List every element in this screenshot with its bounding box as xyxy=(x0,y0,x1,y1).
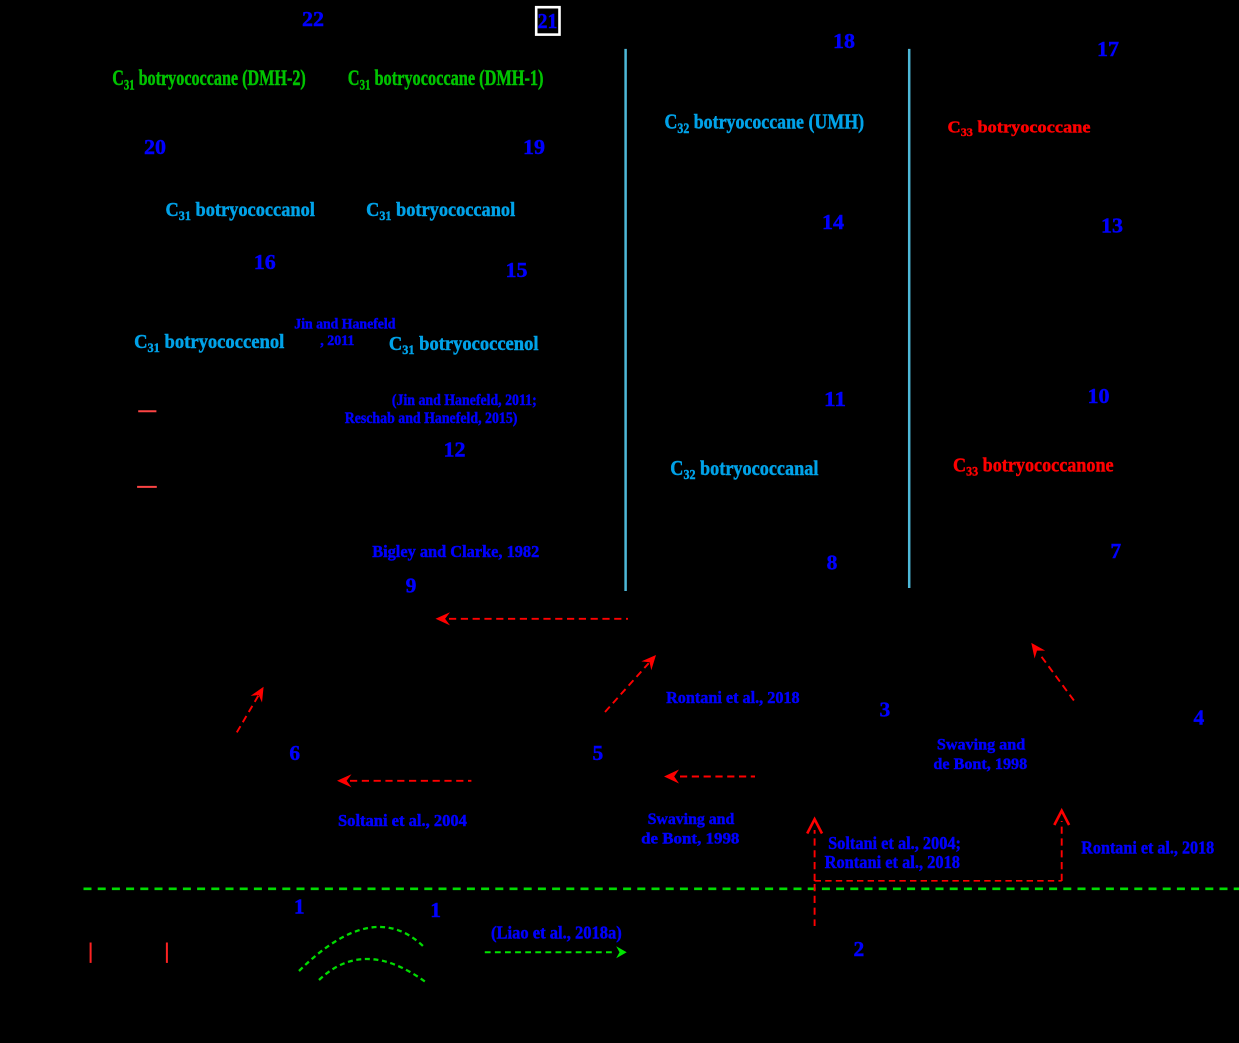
svg-text:Soltani et al., 2004: Soltani et al., 2004 xyxy=(338,811,467,830)
svg-text:Rontani et al., 2018: Rontani et al., 2018 xyxy=(825,852,961,872)
svg-text:Rontani et al., 2018: Rontani et al., 2018 xyxy=(666,688,800,707)
svg-text:C31 botryococcane (DMH-1): C31 botryococcane (DMH-1) xyxy=(348,65,544,93)
svg-text:Swaving and: Swaving and xyxy=(937,737,1025,754)
svg-text:de Bont, 1998: de Bont, 1998 xyxy=(933,756,1027,773)
svg-text:10: 10 xyxy=(1088,384,1110,408)
svg-text:Swaving and: Swaving and xyxy=(648,811,735,828)
svg-text:8: 8 xyxy=(827,551,838,575)
svg-text:C33 botryococcane: C33 botryococcane xyxy=(948,118,1091,139)
svg-text:20: 20 xyxy=(144,135,166,159)
svg-text:22: 22 xyxy=(302,7,324,31)
svg-text:14: 14 xyxy=(822,210,844,234)
svg-text:1: 1 xyxy=(430,898,441,922)
svg-text:C31 botryococcanol: C31 botryococcanol xyxy=(366,199,516,223)
svg-text:9: 9 xyxy=(406,574,417,598)
svg-text:Jin and Hanefeld: Jin and Hanefeld xyxy=(294,316,395,332)
svg-text:de Bont, 1998: de Bont, 1998 xyxy=(641,831,739,848)
svg-text:C32 botryococcane (UMH): C32 botryococcane (UMH) xyxy=(665,110,865,137)
svg-text:19: 19 xyxy=(523,135,545,159)
svg-text:11: 11 xyxy=(824,387,846,411)
svg-text:15: 15 xyxy=(506,258,528,282)
svg-text:16: 16 xyxy=(254,250,276,274)
svg-text:4: 4 xyxy=(1194,706,1205,730)
svg-text:17: 17 xyxy=(1097,37,1119,61)
svg-text:2: 2 xyxy=(854,937,865,961)
svg-text:, 2011: , 2011 xyxy=(320,333,354,349)
svg-text:Bigley and Clarke, 1982: Bigley and Clarke, 1982 xyxy=(372,542,539,561)
svg-text:C31 botryococcenol: C31 botryococcenol xyxy=(389,333,539,357)
svg-text:C31 botryococcenol: C31 botryococcenol xyxy=(134,331,285,355)
svg-text:Reschab and Hanefeld, 2015): Reschab and Hanefeld, 2015) xyxy=(345,410,518,427)
svg-text:18: 18 xyxy=(833,29,855,53)
svg-text:Soltani et al., 2004;: Soltani et al., 2004; xyxy=(828,833,961,853)
svg-text:13: 13 xyxy=(1101,214,1123,238)
svg-text:5: 5 xyxy=(593,741,604,765)
svg-text:(Liao et al., 2018a): (Liao et al., 2018a) xyxy=(491,922,622,942)
svg-text:(Jin and Hanefeld, 2011;: (Jin and Hanefeld, 2011; xyxy=(392,392,537,409)
svg-text:Rontani et al., 2018: Rontani et al., 2018 xyxy=(1081,838,1214,858)
svg-text:C32 botryococcanal: C32 botryococcanal xyxy=(670,458,818,482)
svg-text:6: 6 xyxy=(289,741,300,765)
svg-text:C31 botryococcane (DMH-2): C31 botryococcane (DMH-2) xyxy=(112,65,306,93)
svg-text:7: 7 xyxy=(1110,539,1121,563)
svg-text:C31 botryococcanol: C31 botryococcanol xyxy=(166,199,316,223)
svg-text:21: 21 xyxy=(538,9,558,33)
svg-text:1: 1 xyxy=(294,895,305,919)
svg-text:12: 12 xyxy=(444,438,466,462)
svg-text:C33 botryococcanone: C33 botryococcanone xyxy=(953,455,1114,479)
svg-text:3: 3 xyxy=(880,698,891,722)
